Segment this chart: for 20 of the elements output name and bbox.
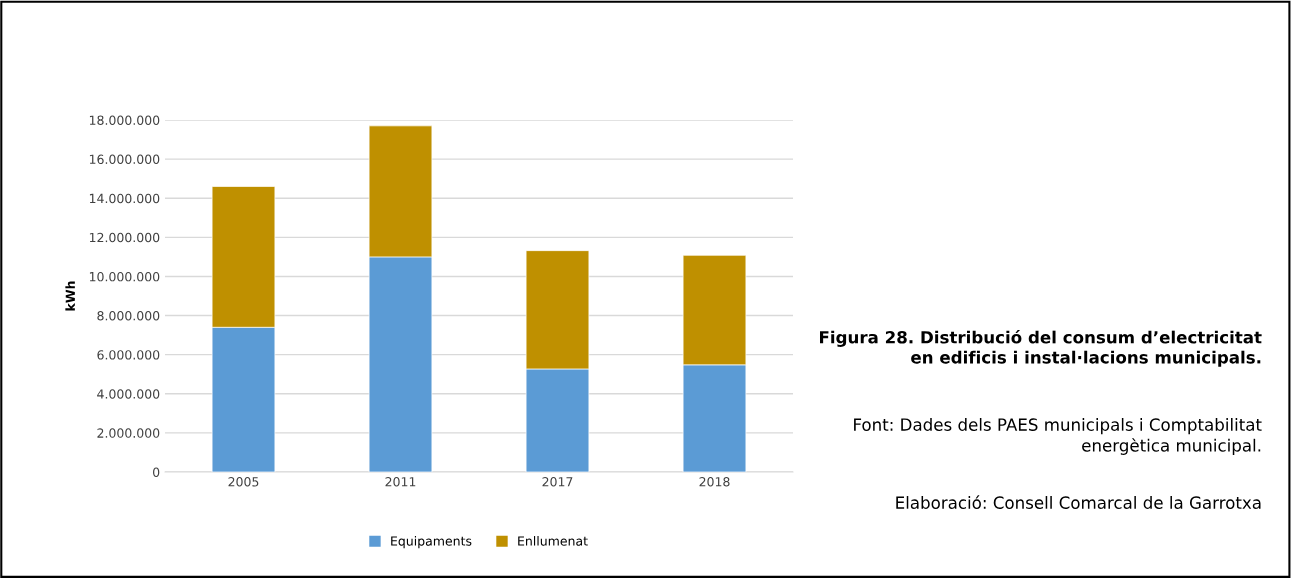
x-tick-label: 2018 <box>699 477 730 487</box>
x-tick-label: 2017 <box>542 477 573 487</box>
y-tick-label: 8.000.000 <box>97 311 160 321</box>
y-tick-label: 2.000.000 <box>97 428 160 438</box>
y-tick-label: 12.000.000 <box>89 232 160 243</box>
text: Font: Dades dels PAES municipals i Comptabilitat energètica municipal. <box>854 418 1262 455</box>
y-tick-label: 14.000.000 <box>89 193 160 204</box>
y-axis-title: kWh <box>65 281 75 311</box>
legend-label: Enllumenat <box>518 536 588 546</box>
y-tick-label: 4.000.000 <box>97 389 160 399</box>
x-tick-label: 2011 <box>385 477 416 487</box>
text: Elaboració: Consell Comarcal de la Garrotxa <box>896 495 1261 509</box>
y-tick-label: 6.000.000 <box>97 350 160 360</box>
y-tick-label: 10.000.000 <box>89 271 160 282</box>
text: Figura 28. Distribució del consum d’electricitat en edificis i instal·lacions municipals. <box>820 330 1262 367</box>
y-tick-label: 0 <box>153 467 160 477</box>
x-tick-label: 2005 <box>228 477 259 487</box>
legend-label: Equipaments <box>391 536 472 549</box>
y-tick-label: 16.000.000 <box>89 154 160 165</box>
y-tick-label: 18.000.000 <box>89 115 160 125</box>
